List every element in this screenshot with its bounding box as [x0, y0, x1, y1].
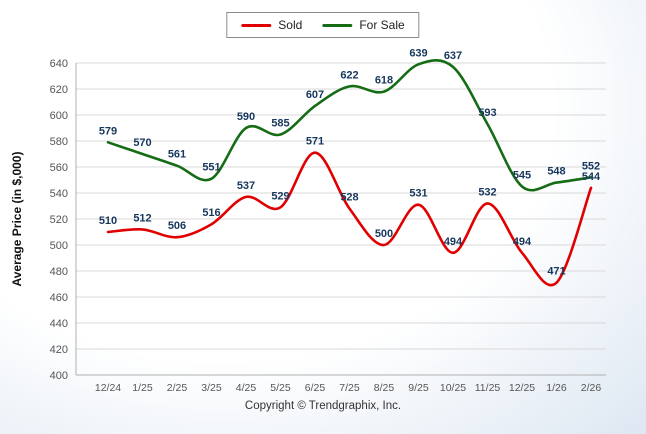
x-tick-label: 9/25: [408, 382, 429, 394]
copyright-text: Copyright © Trendgraphix, Inc.: [244, 400, 402, 412]
x-tick-label: 2/25: [167, 382, 188, 394]
data-label: 618: [375, 75, 393, 87]
data-label: 590: [237, 111, 255, 123]
data-label: 551: [202, 162, 220, 174]
x-tick-label: 12/24: [95, 382, 121, 394]
data-label: 545: [513, 170, 531, 182]
y-tick-label: 540: [50, 188, 68, 200]
x-tick-label: 10/25: [440, 382, 466, 394]
legend-item-sold: Sold: [241, 18, 302, 32]
data-label: 585: [271, 118, 289, 130]
data-label: 622: [340, 69, 358, 81]
x-tick-label: 11/25: [475, 382, 501, 394]
data-label: 552: [582, 160, 600, 172]
chart-legend: Sold For Sale: [226, 12, 420, 38]
data-label: 561: [168, 149, 186, 161]
y-tick-label: 400: [50, 370, 68, 382]
legend-label-for-sale: For Sale: [359, 18, 405, 32]
data-label: 639: [409, 47, 427, 59]
x-tick-label: 2/26: [581, 382, 602, 394]
data-label: 516: [202, 207, 220, 219]
data-label: 593: [478, 107, 496, 119]
x-tick-label: 4/25: [236, 382, 257, 394]
y-tick-label: 460: [50, 292, 68, 304]
legend-item-for-sale: For Sale: [322, 18, 405, 32]
y-tick-label: 560: [50, 162, 68, 174]
y-axis-title: Average Price (in $,000): [10, 151, 24, 287]
x-tick-label: 3/25: [201, 382, 222, 394]
sold-line-swatch: [241, 23, 272, 27]
y-tick-label: 480: [50, 266, 68, 278]
data-label: 607: [306, 89, 324, 101]
data-label: 510: [99, 215, 117, 227]
data-label: 537: [237, 180, 255, 192]
data-label: 529: [271, 190, 289, 202]
for-sale-line-swatch: [322, 23, 353, 27]
y-tick-label: 440: [50, 318, 68, 330]
y-tick-label: 600: [50, 110, 68, 122]
data-label: 471: [547, 266, 565, 278]
data-label: 494: [513, 236, 532, 248]
y-tick-label: 520: [50, 214, 68, 226]
legend-label-sold: Sold: [278, 18, 303, 32]
data-label: 544: [582, 171, 601, 183]
y-tick-label: 580: [50, 136, 68, 148]
y-tick-label: 620: [50, 84, 68, 96]
x-tick-label: 8/25: [374, 382, 395, 394]
data-label: 506: [168, 220, 186, 232]
x-tick-label: 6/25: [305, 382, 326, 394]
series-line-for-sale: [106, 59, 593, 192]
data-label: 500: [375, 228, 393, 240]
y-tick-label: 420: [50, 344, 68, 356]
data-label: 532: [478, 186, 496, 198]
series-line-sold: [106, 151, 593, 287]
data-label: 548: [547, 166, 565, 178]
y-tick-label: 640: [50, 58, 68, 70]
data-label: 579: [99, 125, 117, 137]
data-label: 528: [340, 192, 358, 204]
x-tick-label: 1/26: [546, 382, 567, 394]
data-label: 571: [306, 136, 324, 148]
x-tick-label: 12/25: [509, 382, 535, 394]
data-label: 570: [133, 137, 151, 149]
y-tick-label: 500: [50, 240, 68, 252]
x-tick-label: 1/25: [132, 382, 153, 394]
data-label: 637: [444, 50, 462, 62]
x-tick-label: 5/25: [270, 382, 291, 394]
data-label: 512: [133, 212, 151, 224]
data-label: 531: [409, 188, 427, 200]
x-tick-label: 7/25: [339, 382, 360, 394]
data-label: 494: [444, 236, 463, 248]
